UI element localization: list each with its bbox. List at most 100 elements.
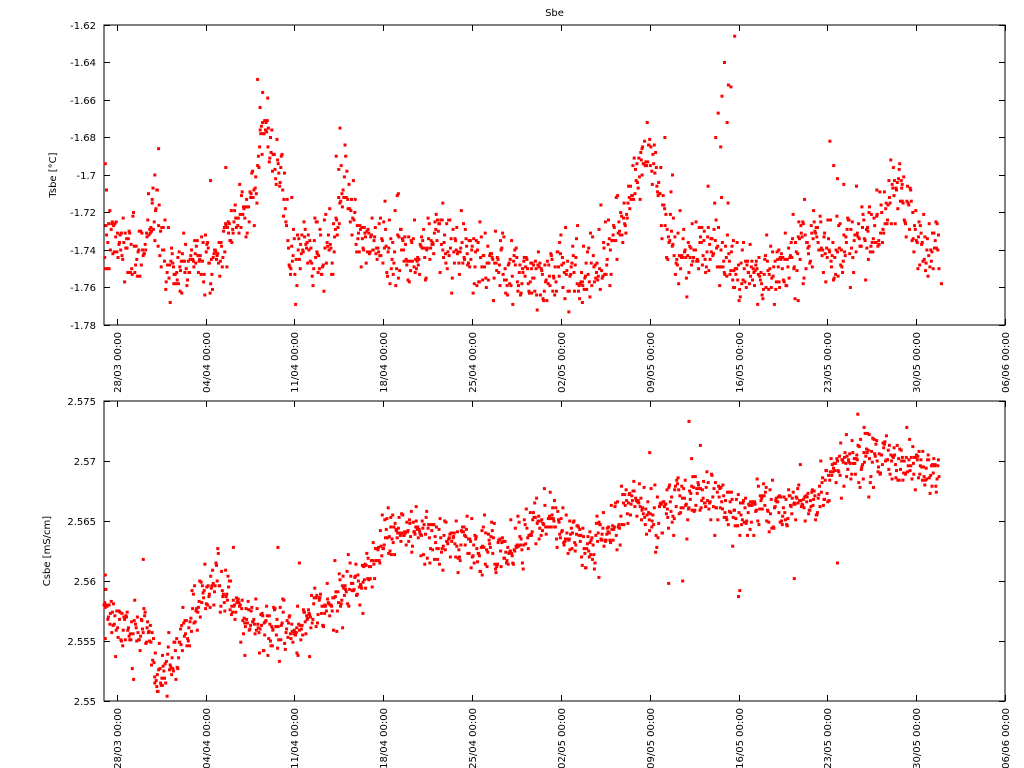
data-point bbox=[752, 271, 756, 274]
data-point bbox=[249, 196, 253, 199]
data-point bbox=[141, 254, 145, 258]
data-point bbox=[424, 276, 428, 280]
data-point bbox=[704, 505, 708, 509]
data-point bbox=[328, 242, 332, 246]
data-point bbox=[562, 543, 566, 547]
data-point bbox=[891, 455, 895, 459]
data-point bbox=[563, 539, 567, 543]
data-point bbox=[581, 284, 585, 288]
data-point bbox=[738, 287, 742, 291]
data-point bbox=[448, 555, 452, 559]
data-point bbox=[322, 218, 326, 222]
data-point bbox=[657, 521, 661, 525]
data-point bbox=[744, 496, 748, 500]
data-point bbox=[308, 239, 312, 243]
data-point bbox=[123, 231, 127, 235]
data-point bbox=[157, 203, 161, 207]
data-point bbox=[541, 529, 544, 533]
data-point bbox=[893, 179, 896, 183]
data-point bbox=[299, 627, 303, 631]
data-point bbox=[620, 523, 624, 527]
data-point bbox=[381, 261, 385, 265]
data-point bbox=[411, 520, 415, 524]
data-point bbox=[815, 513, 819, 517]
data-point bbox=[103, 605, 107, 609]
data-point bbox=[623, 224, 627, 228]
data-point bbox=[771, 250, 775, 254]
data-point bbox=[686, 241, 690, 244]
data-point bbox=[742, 267, 746, 271]
data-point bbox=[429, 523, 433, 527]
data-point bbox=[884, 434, 888, 438]
data-point bbox=[700, 226, 704, 229]
data-point bbox=[885, 222, 889, 226]
data-point bbox=[406, 278, 410, 282]
data-point bbox=[184, 619, 188, 623]
data-point bbox=[155, 673, 159, 677]
data-point bbox=[157, 147, 161, 151]
data-point bbox=[458, 250, 462, 254]
data-point bbox=[851, 256, 855, 259]
data-point bbox=[427, 222, 431, 226]
data-point bbox=[561, 506, 565, 510]
data-point bbox=[286, 239, 290, 243]
data-point bbox=[900, 199, 904, 203]
data-point bbox=[178, 265, 182, 269]
data-point bbox=[193, 584, 197, 588]
data-point bbox=[432, 231, 436, 235]
data-point bbox=[490, 520, 494, 524]
data-point bbox=[389, 525, 393, 529]
data-point bbox=[506, 562, 510, 566]
data-point bbox=[570, 547, 574, 551]
data-point bbox=[867, 495, 871, 499]
data-point bbox=[647, 511, 651, 515]
data-point bbox=[913, 488, 917, 492]
data-point bbox=[921, 449, 925, 453]
data-point bbox=[326, 233, 330, 237]
data-point bbox=[518, 263, 522, 267]
data-point bbox=[280, 152, 284, 156]
data-point bbox=[495, 256, 499, 259]
data-point bbox=[505, 284, 509, 288]
data-point bbox=[814, 231, 818, 235]
data-point bbox=[859, 244, 863, 248]
data-point bbox=[429, 239, 433, 243]
data-point bbox=[756, 484, 760, 488]
data-point bbox=[468, 239, 472, 243]
data-point bbox=[738, 533, 742, 537]
data-point bbox=[867, 433, 871, 437]
data-point bbox=[840, 265, 844, 269]
data-point bbox=[791, 490, 795, 494]
data-point bbox=[625, 512, 629, 516]
data-point bbox=[296, 248, 300, 252]
data-point bbox=[261, 614, 265, 618]
data-point bbox=[666, 235, 670, 239]
data-point bbox=[679, 267, 683, 271]
data-point bbox=[298, 623, 302, 627]
data-point bbox=[671, 514, 675, 518]
data-point bbox=[360, 226, 364, 229]
data-point bbox=[815, 511, 819, 515]
data-point bbox=[335, 218, 339, 222]
data-point bbox=[677, 254, 681, 258]
data-point bbox=[749, 274, 752, 278]
data-point bbox=[716, 518, 720, 522]
data-point bbox=[312, 602, 316, 606]
data-point bbox=[658, 505, 661, 509]
data-point bbox=[512, 259, 516, 263]
data-point bbox=[814, 518, 818, 522]
data-point bbox=[227, 222, 231, 226]
data-point bbox=[294, 257, 298, 261]
data-point bbox=[536, 250, 540, 254]
data-point bbox=[234, 610, 238, 614]
data-point bbox=[265, 119, 269, 123]
data-point bbox=[538, 261, 542, 265]
data-point bbox=[339, 604, 342, 608]
data-point bbox=[935, 222, 939, 226]
data-point bbox=[311, 284, 315, 288]
data-point bbox=[405, 520, 409, 524]
data-point bbox=[409, 535, 413, 539]
data-point bbox=[273, 607, 277, 611]
data-point bbox=[474, 535, 478, 539]
data-point bbox=[416, 263, 420, 267]
